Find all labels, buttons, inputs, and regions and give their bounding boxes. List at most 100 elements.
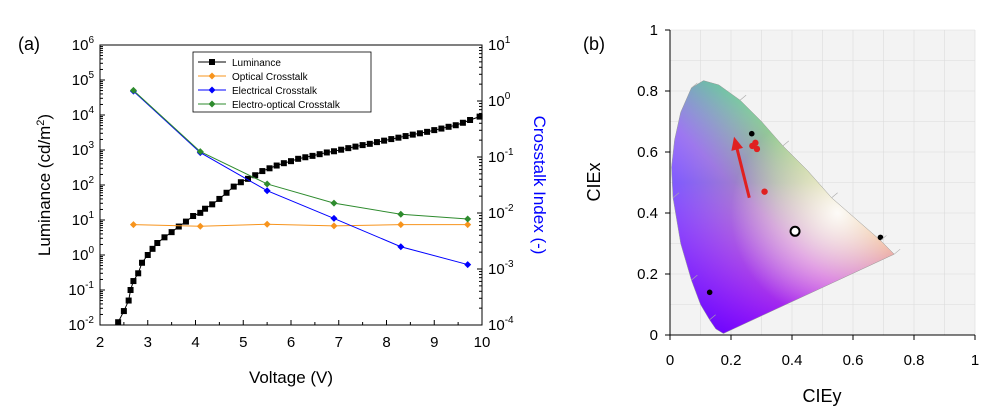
x-tick-label-b: 0.6: [843, 352, 864, 369]
series-line-2: [133, 90, 468, 266]
locus-outline: [671, 80, 895, 334]
data-point-luminance: [209, 201, 216, 208]
data-point-luminance: [359, 142, 366, 149]
locus-wavelength-tick: [831, 192, 838, 198]
legend-label: Luminance: [232, 58, 281, 69]
y-axis-label-right: Crosstalk Index (-): [530, 116, 549, 255]
data-point-measured: [753, 145, 761, 153]
panel-a-label: (a): [18, 34, 40, 54]
legend-label: Electrical Crosstalk: [232, 86, 318, 97]
y-left-tick-label: 103: [72, 140, 95, 159]
y-left-tick-label: 101: [72, 210, 95, 229]
data-point-luminance: [115, 319, 122, 326]
data-point-luminance: [467, 116, 474, 123]
data-point-luminance: [175, 223, 182, 230]
y-left-tick-exponent: -2: [85, 315, 94, 326]
y-left-tick-label: 100: [72, 245, 95, 264]
data-point-luminance: [144, 252, 151, 258]
x-tick-label-a: 3: [144, 334, 152, 351]
y-right-tick-label: 10-3: [488, 259, 514, 278]
data-point-luminance: [352, 143, 359, 150]
y-left-tick-label: 10-2: [68, 315, 94, 334]
data-point-luminance: [395, 134, 402, 141]
data-point-crosstalk: [397, 243, 405, 251]
data-point-luminance: [168, 229, 175, 236]
y-left-tick-exponent: 1: [88, 210, 94, 221]
x-tick-label-a: 8: [382, 334, 390, 351]
x-tick-label-a: 2: [96, 334, 104, 351]
data-point-luminance: [338, 146, 345, 153]
data-point-luminance: [190, 213, 197, 220]
legend-marker: [209, 59, 215, 65]
x-tick-label-a: 5: [239, 334, 247, 351]
y-tick-label-b: 0: [650, 327, 658, 344]
shift-arrow-head: [731, 136, 744, 151]
data-point-luminance: [438, 125, 445, 132]
data-point-luminance: [431, 127, 438, 134]
y-left-tick-exponent: 0: [88, 245, 94, 256]
locus-wavelength-tick: [691, 82, 698, 89]
y-right-tick-exponent: 0: [505, 91, 511, 102]
data-point-luminance: [424, 128, 431, 135]
data-point-luminance: [373, 139, 380, 146]
data-point-luminance: [245, 175, 252, 182]
x-tick-label-a: 4: [191, 334, 199, 351]
panel-b-label: (b): [583, 34, 605, 54]
data-point-luminance: [252, 172, 259, 179]
y-left-tick-exponent: 6: [88, 35, 94, 46]
data-point-luminance: [388, 136, 395, 143]
data-point-luminance: [139, 259, 146, 266]
data-point-crosstalk: [464, 261, 472, 269]
data-point-crosstalk: [129, 221, 137, 229]
series-line-3: [133, 89, 468, 220]
data-point-luminance: [323, 149, 330, 156]
x-tick-label-a: 10: [474, 334, 491, 351]
data-point-luminance: [202, 205, 209, 212]
y-right-tick-label: 10-1: [488, 147, 514, 166]
y-axis-label-b: CIEx: [584, 162, 604, 201]
data-point-crosstalk: [196, 222, 204, 230]
legend-label: Optical Crosstalk: [232, 72, 309, 83]
data-point-luminance: [149, 245, 156, 252]
x-axis-label-b: CIEy: [802, 386, 841, 406]
y-right-tick-label: 10-2: [488, 203, 514, 222]
data-point-crosstalk: [464, 215, 472, 223]
data-point-white: [789, 225, 801, 237]
y-left-tick-exponent: 3: [88, 140, 94, 151]
data-point-luminance: [280, 160, 287, 167]
data-point-luminance: [416, 130, 423, 137]
data-point-measured: [752, 139, 759, 147]
data-point-reference: [706, 289, 713, 296]
x-axis-label-a: Voltage (V): [249, 368, 333, 387]
chart-cie: 0 0.2 0.4 0.6 0.8 1 0 0.2 0.4 0.6 0.8 1 CIEy CIEx: [584, 22, 979, 406]
locus-wavelength-tick: [880, 235, 887, 241]
y-right-tick-label: 100: [488, 91, 511, 110]
x-tick-label-b: 0: [666, 352, 674, 369]
data-point-crosstalk: [263, 180, 271, 188]
data-point-reference: [748, 130, 755, 137]
shift-arrow-shaft: [734, 143, 751, 199]
y-right-tick-label: 101: [488, 35, 511, 54]
data-point-crosstalk: [263, 187, 271, 195]
data-point-luminance: [230, 183, 237, 190]
y-right-tick-label: 10-4: [488, 315, 514, 334]
x-tick-label-b: 0.2: [721, 352, 742, 369]
data-point-luminance: [237, 179, 244, 186]
data-point-crosstalk: [330, 222, 338, 230]
y-tick-label-b: 0.4: [637, 205, 658, 222]
y-left-tick-label: 104: [72, 105, 95, 124]
data-point-luminance: [125, 297, 132, 304]
y-left-tick-label: 102: [72, 175, 95, 194]
data-point-luminance: [366, 140, 373, 147]
data-point-crosstalk: [330, 199, 338, 207]
y-left-tick-exponent: 2: [88, 175, 94, 186]
y-tick-label-b: 0.8: [637, 83, 658, 100]
data-point-luminance: [302, 154, 309, 161]
data-point-luminance: [216, 195, 223, 202]
data-point-luminance: [161, 234, 168, 241]
y-left-tick-label: 106: [72, 35, 95, 54]
y-right-tick-exponent: -2: [505, 203, 514, 214]
legend-label: Electro-optical Crosstalk: [232, 100, 341, 111]
data-point-luminance: [330, 148, 337, 155]
